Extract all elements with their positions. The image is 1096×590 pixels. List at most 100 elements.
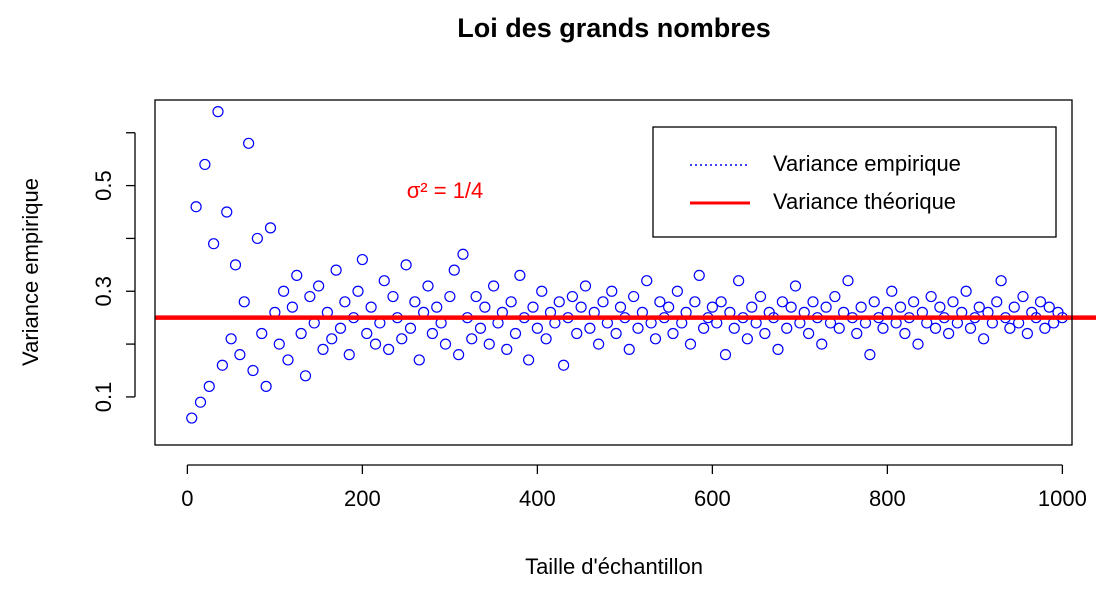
- data-point: [978, 333, 990, 345]
- data-point: [203, 380, 215, 392]
- data-point: [1004, 322, 1016, 334]
- data-point: [789, 280, 802, 292]
- data-point: [479, 301, 491, 313]
- data-point: [404, 322, 417, 334]
- data-point: [606, 285, 618, 297]
- data-point: [776, 296, 788, 308]
- data-point: [566, 290, 578, 303]
- data-point: [190, 201, 202, 213]
- data-point: [719, 349, 732, 361]
- data-point: [199, 158, 211, 171]
- y-axis-label: Variance empirique: [18, 178, 43, 366]
- data-point: [991, 296, 1003, 308]
- data-point: [851, 327, 863, 340]
- data-point: [855, 301, 867, 313]
- data-point: [483, 338, 495, 350]
- data-point: [343, 349, 355, 361]
- data-point: [754, 290, 767, 303]
- data-point: [466, 333, 478, 345]
- data-point: [614, 301, 627, 313]
- data-point: [251, 232, 263, 245]
- data-point: [973, 301, 985, 313]
- data-point: [527, 301, 539, 313]
- data-point: [553, 296, 565, 308]
- data-point: [299, 370, 312, 382]
- data-point: [317, 343, 329, 355]
- x-tick-label: 0: [181, 486, 193, 511]
- data-point: [820, 301, 832, 313]
- x-tick-label: 400: [519, 486, 556, 511]
- data-point: [264, 222, 277, 234]
- data-point: [829, 290, 841, 303]
- annotation: σ² = 1/4: [407, 178, 484, 203]
- data-point: [334, 322, 347, 334]
- data-point: [225, 333, 237, 345]
- data-point: [868, 296, 880, 308]
- data-point: [728, 322, 740, 334]
- data-point: [330, 264, 342, 276]
- data-point: [383, 343, 395, 355]
- data-point: [929, 322, 942, 334]
- data-point: [781, 322, 793, 334]
- data-point: [733, 275, 745, 287]
- data-point: [908, 296, 920, 308]
- data-point: [356, 253, 368, 266]
- data-point: [501, 343, 513, 355]
- data-point: [238, 296, 250, 308]
- data-point: [610, 327, 622, 340]
- plot-frame: [154, 99, 1073, 446]
- data-point: [1008, 301, 1020, 313]
- data-point: [667, 327, 679, 340]
- data-point: [509, 327, 522, 340]
- data-point: [741, 333, 753, 345]
- data-point: [715, 296, 727, 308]
- data-point: [693, 269, 705, 282]
- data-point: [671, 285, 683, 297]
- data-point: [400, 259, 412, 271]
- data-point: [365, 301, 377, 313]
- data-point: [654, 296, 666, 308]
- x-tick-label: 200: [344, 486, 381, 511]
- data-point: [649, 333, 662, 345]
- data-point: [698, 322, 710, 334]
- data-point: [439, 338, 452, 350]
- data-point: [663, 301, 675, 313]
- data-point: [1017, 290, 1029, 303]
- data-point: [523, 354, 535, 366]
- data-point: [833, 322, 845, 334]
- data-point: [291, 269, 303, 282]
- data-point: [943, 327, 955, 340]
- data-point: [772, 343, 784, 355]
- data-point: [339, 296, 351, 308]
- data-point: [684, 338, 697, 350]
- data-point: [886, 285, 898, 297]
- data-point: [540, 333, 552, 345]
- data-point: [514, 269, 526, 282]
- data-point: [1021, 327, 1033, 340]
- data-point: [426, 327, 438, 340]
- data-point: [273, 338, 285, 350]
- data-point: [689, 296, 701, 308]
- data-point: [864, 349, 876, 361]
- data-point: [422, 280, 434, 292]
- data-point: [785, 301, 797, 313]
- data-point: [505, 296, 517, 308]
- data-point: [531, 322, 543, 334]
- data-point: [947, 296, 959, 308]
- data-point: [623, 343, 635, 355]
- data-point: [313, 280, 325, 292]
- x-axis-label: Taille d'échantillon: [525, 554, 703, 579]
- data-point: [444, 290, 456, 303]
- data-point: [995, 275, 1007, 287]
- data-point: [212, 106, 224, 118]
- x-tick-label: 1000: [1038, 486, 1087, 511]
- data-point: [571, 327, 583, 340]
- data-point: [221, 206, 233, 218]
- y-tick-label: 0.1: [91, 382, 116, 413]
- data-point: [759, 327, 771, 340]
- data-point: [842, 275, 854, 287]
- data-point: [186, 412, 198, 424]
- data-point: [816, 338, 828, 350]
- data-point: [628, 290, 640, 303]
- data-point: [964, 322, 977, 334]
